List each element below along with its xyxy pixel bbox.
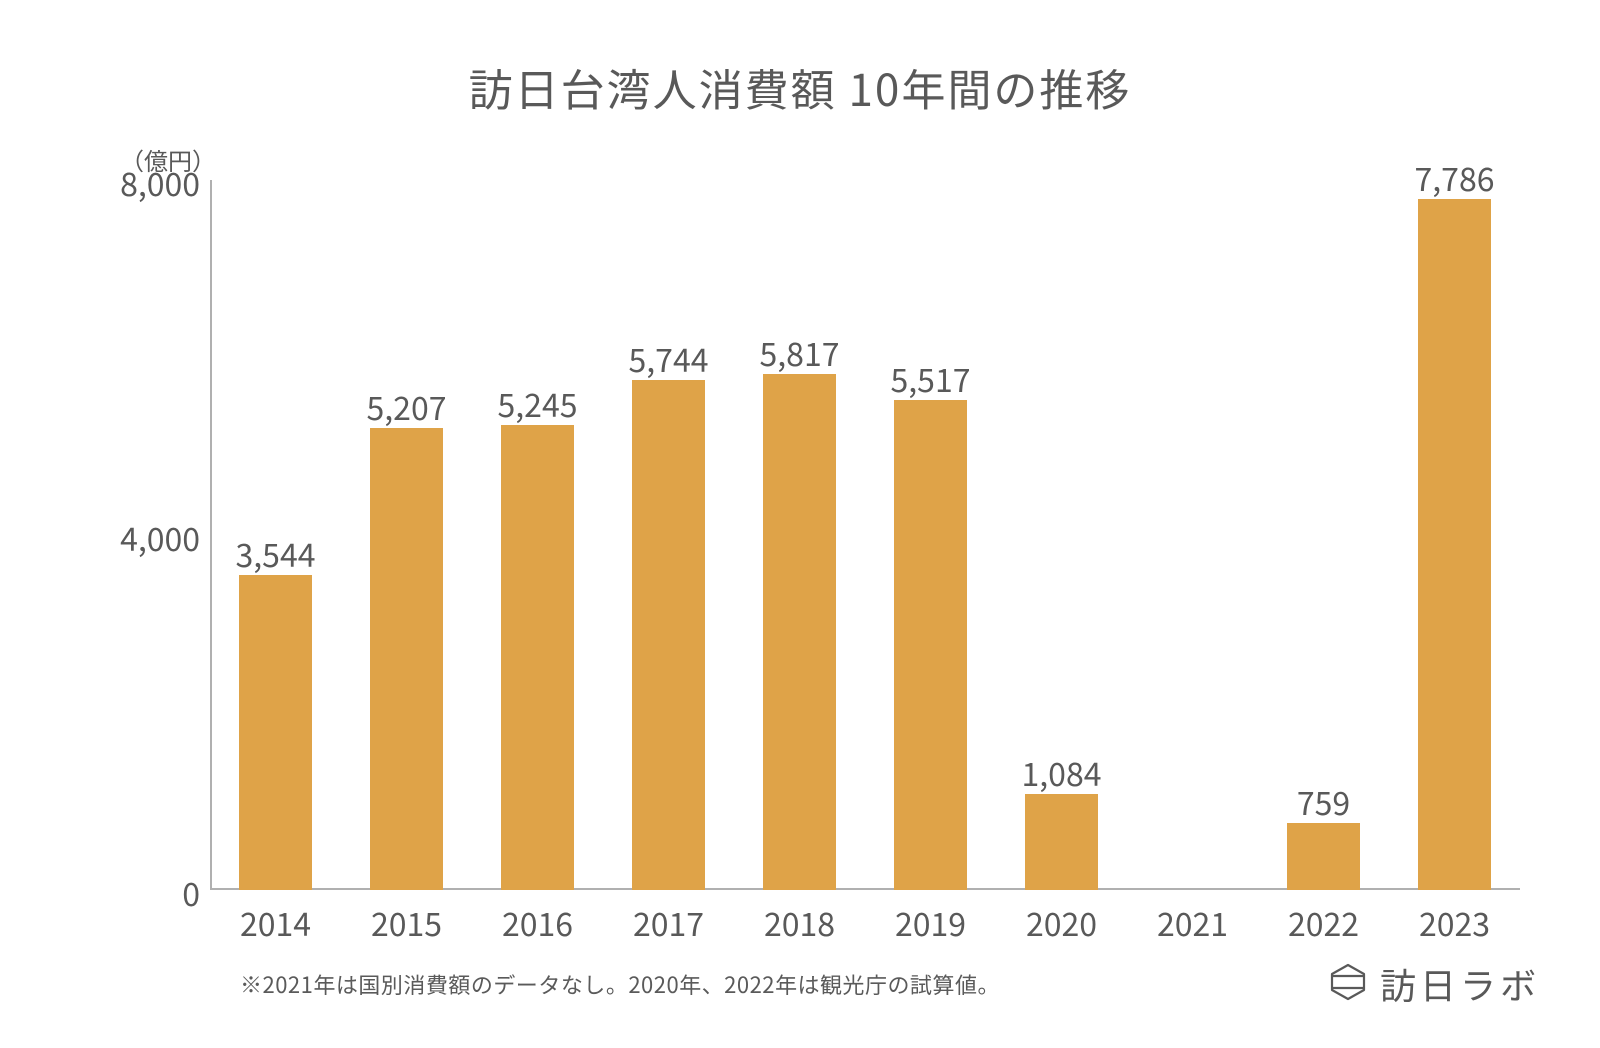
bar (632, 380, 704, 890)
bar (1287, 823, 1359, 890)
bar (1418, 199, 1490, 890)
bar-value-label: 7,786 (1355, 155, 1555, 201)
brand-text: 訪日ラボ (1380, 958, 1540, 1010)
bar-value-label: 759 (1224, 779, 1424, 825)
y-tick-label: 8,000 (80, 160, 200, 206)
bar (763, 374, 835, 890)
chart-title: 訪日台湾人消費額 10年間の推移 (0, 55, 1600, 119)
bar (370, 428, 442, 890)
bar (1025, 794, 1097, 890)
bar (239, 575, 311, 890)
bar-value-label: 1,084 (962, 750, 1162, 796)
x-tick-label: 2023 (1355, 900, 1555, 946)
bar (894, 400, 966, 890)
bar-value-label: 5,517 (831, 356, 1031, 402)
brand-logo: 訪日ラボ (1328, 958, 1540, 1010)
bar-value-label: 3,544 (176, 531, 376, 577)
bar (501, 425, 573, 890)
bar-value-label: 5,245 (438, 381, 638, 427)
chart-footnote: ※2021年は国別消費額のデータなし。2020年、2022年は観光庁の試算値。 (240, 968, 1000, 1000)
brand-icon (1328, 962, 1368, 1007)
